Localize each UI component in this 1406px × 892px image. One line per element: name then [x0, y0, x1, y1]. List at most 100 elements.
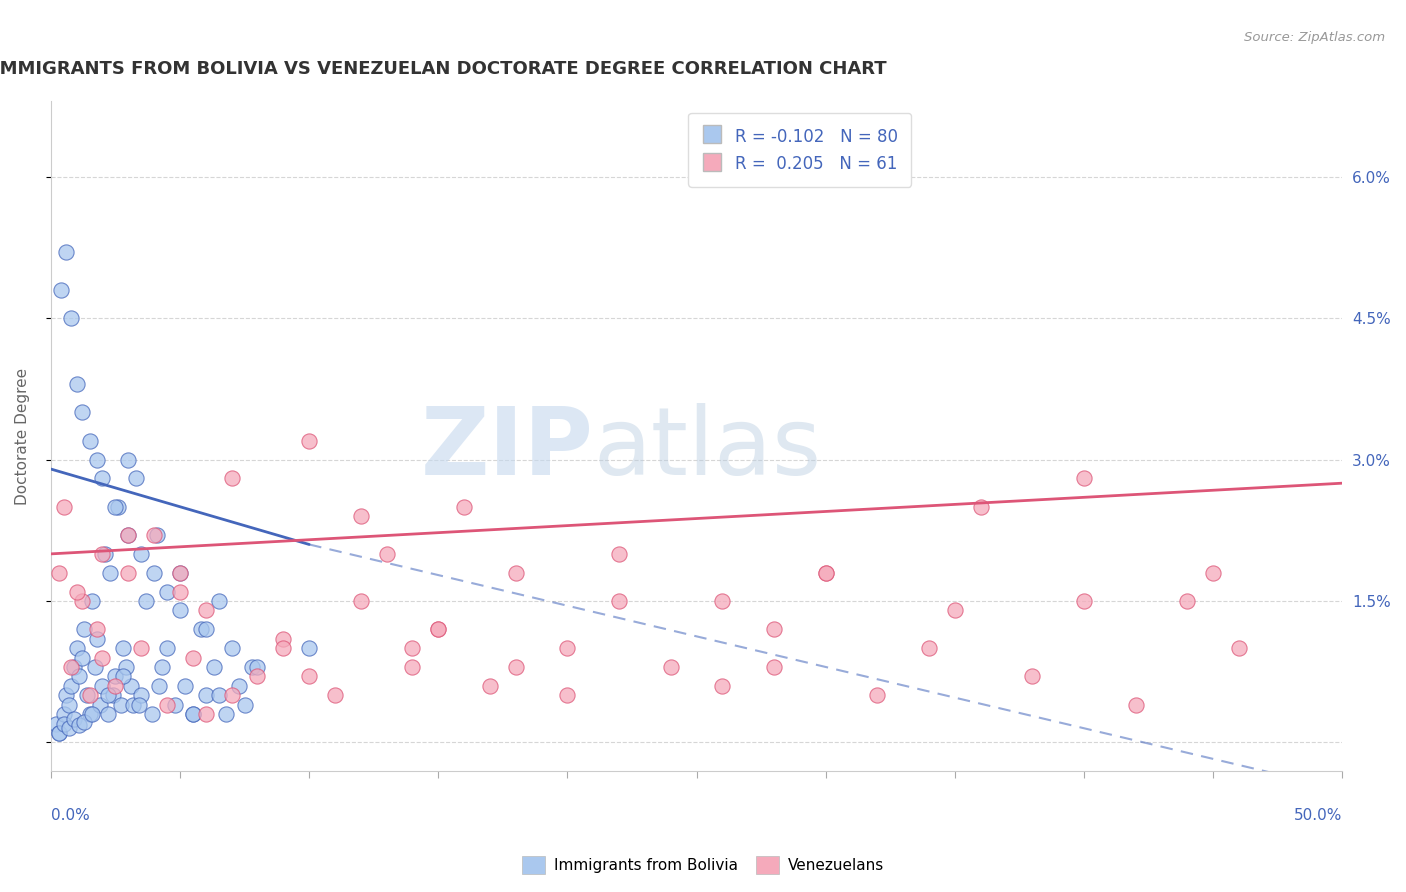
- Point: [128, 698, 150, 712]
- Point: [67, 669, 90, 683]
- Point: [122, 698, 145, 712]
- Point: [70, 405, 93, 419]
- Point: [120, 679, 142, 693]
- Point: [401, 660, 423, 674]
- Point: [91, 679, 114, 693]
- Point: [169, 603, 191, 617]
- Point: [711, 594, 734, 608]
- Text: atlas: atlas: [593, 403, 821, 495]
- Text: 0.0%: 0.0%: [51, 807, 90, 822]
- Point: [63, 660, 86, 674]
- Point: [215, 707, 238, 722]
- Point: [86, 632, 108, 646]
- Point: [190, 622, 212, 636]
- Point: [427, 622, 450, 636]
- Point: [143, 528, 166, 542]
- Point: [194, 603, 217, 617]
- Point: [66, 377, 89, 392]
- Point: [1125, 698, 1147, 712]
- Point: [221, 641, 243, 656]
- Point: [70, 650, 93, 665]
- Point: [79, 434, 101, 448]
- Point: [112, 641, 135, 656]
- Point: [83, 660, 105, 674]
- Point: [73, 714, 96, 729]
- Y-axis label: Doctorate Degree: Doctorate Degree: [15, 368, 30, 505]
- Point: [1177, 594, 1199, 608]
- Point: [298, 669, 321, 683]
- Point: [659, 660, 682, 674]
- Point: [427, 622, 450, 636]
- Point: [557, 688, 579, 702]
- Point: [174, 679, 197, 693]
- Point: [89, 698, 111, 712]
- Point: [125, 471, 148, 485]
- Point: [67, 718, 90, 732]
- Point: [273, 632, 295, 646]
- Point: [323, 688, 346, 702]
- Point: [45, 716, 67, 731]
- Point: [1073, 471, 1095, 485]
- Point: [52, 716, 75, 731]
- Point: [101, 688, 124, 702]
- Point: [401, 641, 423, 656]
- Point: [79, 707, 101, 722]
- Point: [117, 528, 139, 542]
- Legend: R = -0.102   N = 80, R =  0.205   N = 61: R = -0.102 N = 80, R = 0.205 N = 61: [689, 113, 911, 186]
- Point: [66, 584, 89, 599]
- Point: [181, 707, 204, 722]
- Point: [557, 641, 579, 656]
- Point: [866, 688, 889, 702]
- Point: [607, 547, 630, 561]
- Point: [194, 707, 217, 722]
- Point: [607, 594, 630, 608]
- Point: [97, 707, 120, 722]
- Point: [350, 509, 373, 524]
- Point: [58, 721, 80, 735]
- Text: ZIP: ZIP: [420, 403, 593, 495]
- Point: [129, 641, 152, 656]
- Point: [91, 471, 114, 485]
- Point: [73, 622, 96, 636]
- Point: [1202, 566, 1225, 580]
- Point: [181, 707, 204, 722]
- Point: [169, 566, 191, 580]
- Point: [453, 500, 475, 514]
- Point: [145, 528, 167, 542]
- Point: [246, 669, 269, 683]
- Point: [350, 594, 373, 608]
- Point: [943, 603, 966, 617]
- Point: [60, 679, 83, 693]
- Point: [86, 622, 108, 636]
- Point: [156, 698, 179, 712]
- Point: [181, 650, 204, 665]
- Point: [478, 679, 501, 693]
- Point: [1227, 641, 1250, 656]
- Point: [505, 660, 527, 674]
- Point: [104, 500, 127, 514]
- Point: [117, 566, 139, 580]
- Point: [91, 650, 114, 665]
- Point: [55, 688, 77, 702]
- Point: [273, 641, 295, 656]
- Point: [79, 688, 101, 702]
- Point: [505, 566, 527, 580]
- Point: [63, 712, 86, 726]
- Point: [94, 547, 117, 561]
- Point: [970, 500, 993, 514]
- Point: [156, 584, 179, 599]
- Point: [763, 660, 786, 674]
- Point: [82, 707, 104, 722]
- Point: [60, 660, 83, 674]
- Point: [117, 452, 139, 467]
- Point: [117, 528, 139, 542]
- Point: [763, 622, 786, 636]
- Point: [86, 452, 108, 467]
- Point: [104, 669, 127, 683]
- Point: [66, 641, 89, 656]
- Point: [156, 641, 179, 656]
- Point: [76, 688, 98, 702]
- Point: [221, 688, 243, 702]
- Text: 50.0%: 50.0%: [1294, 807, 1343, 822]
- Point: [48, 566, 70, 580]
